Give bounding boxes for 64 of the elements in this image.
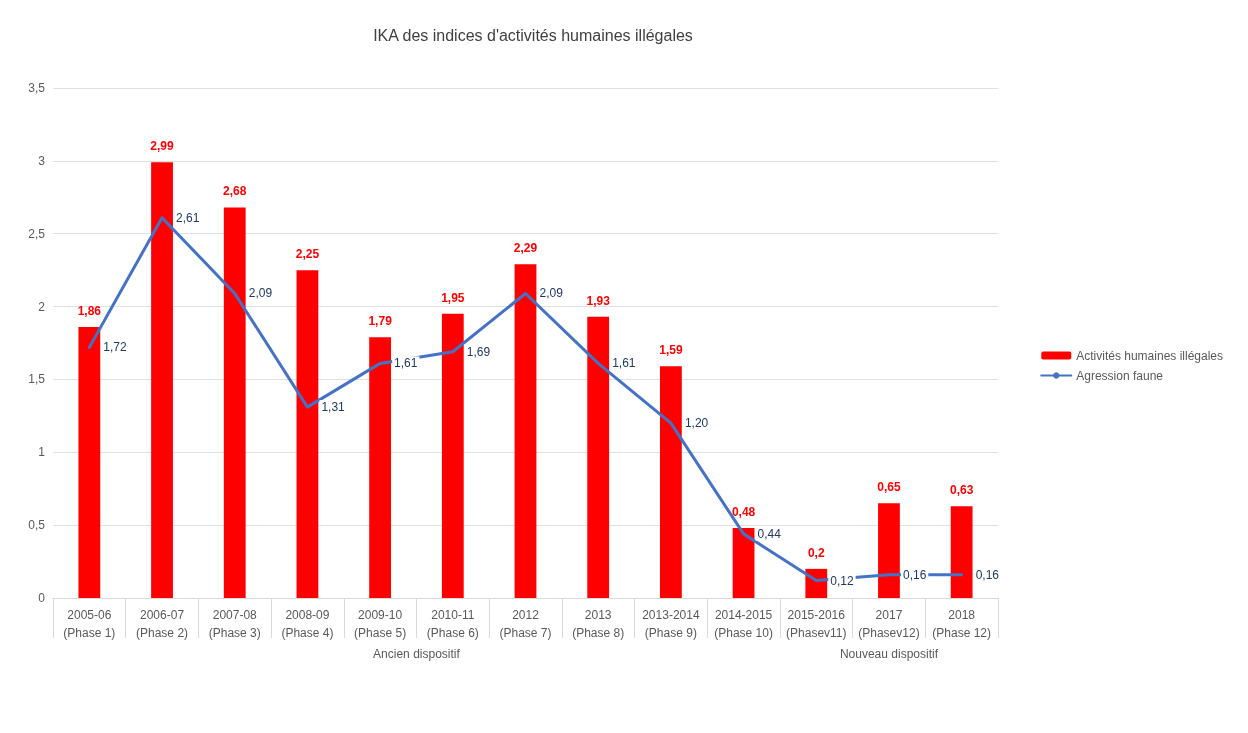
data-label: 1,79 [368, 314, 393, 329]
x-tick-label: 2015-2016 (Phasev11) [786, 608, 847, 640]
y-tick-label: 1 [38, 445, 46, 460]
data-label: 2,09 [539, 286, 564, 301]
data-label: 2,25 [295, 247, 320, 262]
data-label: 2,61 [176, 210, 200, 225]
bar [151, 162, 173, 598]
legend-label: Agression faune [1076, 368, 1164, 383]
bar [78, 326, 101, 598]
bar [514, 264, 537, 598]
data-label: 2,68 [223, 184, 247, 199]
data-label: 0,16 [902, 567, 927, 582]
bar [223, 207, 246, 598]
data-label: 1,61 [394, 356, 418, 371]
data-label: 0,65 [877, 480, 901, 495]
data-label: 0,16 [975, 567, 1000, 582]
data-label: 1,31 [321, 400, 346, 415]
y-tick-label: 0,5 [28, 518, 46, 533]
bar [732, 528, 755, 598]
data-label: 1,72 [103, 340, 128, 355]
data-label: 0,48 [731, 505, 756, 520]
data-label: 1,93 [586, 293, 611, 308]
data-label: 0,12 [830, 573, 854, 588]
x-tick-label: 2017 (Phasev12) [858, 608, 920, 640]
data-label: 1,61 [612, 356, 636, 371]
data-label: 0,2 [807, 545, 825, 560]
x-tick-label: 2008-09 (Phase 4) [281, 608, 334, 640]
y-tick-label: 2,5 [28, 226, 46, 241]
data-label: 1,69 [466, 344, 491, 359]
x-tick-label: 2012 (Phase 7) [499, 608, 552, 640]
text: Ancien dispositif [373, 647, 461, 661]
bar [659, 366, 682, 598]
data-label: 1,95 [441, 290, 465, 305]
bar [369, 337, 392, 598]
data-label: 1,59 [659, 343, 683, 358]
x-tick-label: 2005-06 (Phase 1) [63, 608, 116, 640]
y-tick-label: 2 [38, 299, 46, 314]
text: Nouveau dispositif [839, 647, 939, 661]
data-label: 1,20 [684, 416, 709, 431]
x-tick-label: 2006-07 (Phase 2) [136, 608, 189, 640]
bar [296, 270, 319, 598]
x-tick-label: 2013 (Phase 8) [572, 608, 625, 640]
data-label: 0,44 [757, 526, 782, 541]
data-label: 0,63 [949, 483, 974, 498]
bar [950, 506, 973, 598]
chart-title: IKA des indices d'activités humaines illégales [373, 26, 693, 44]
y-tick-label: 3 [38, 153, 46, 168]
x-tick-label: 2018 (Phase 12) [932, 608, 992, 640]
x-tick-label: 2010-11 (Phase 6) [426, 608, 479, 640]
x-tick-label: 2014-2015 (Phase 10) [714, 608, 773, 640]
y-tick-label: 0 [38, 591, 46, 605]
legend-label: Activités humaines illégales [1076, 348, 1224, 363]
y-tick-label: 3,5 [28, 81, 46, 95]
y-tick-label: 1,5 [28, 372, 46, 387]
x-tick-label: 2009-10 (Phase 5) [354, 608, 407, 640]
bar [441, 313, 464, 598]
x-tick-label: 2013-2014 (Phase 9) [642, 608, 700, 640]
data-label: 2,99 [150, 139, 175, 154]
bar [587, 316, 610, 598]
data-label: 2,29 [513, 241, 538, 256]
bar [878, 503, 900, 598]
data-label: 1,86 [77, 303, 102, 318]
data-label: 2,09 [248, 286, 273, 301]
x-tick-label: 2007-08 (Phase 3) [208, 608, 261, 640]
